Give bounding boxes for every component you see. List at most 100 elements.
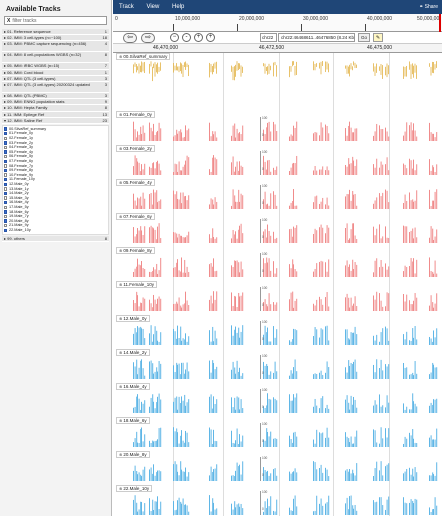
- track-category[interactable]: ▸ 07. IMM: QTL (3 cell-types) 3: [2, 75, 109, 82]
- checkbox-unchecked-icon[interactable]: [4, 155, 8, 159]
- track-label[interactable]: ⊗03.Female_2y: [116, 145, 155, 152]
- track-checkbox-item[interactable]: 15.Male_3y: [3, 196, 108, 201]
- close-track-icon[interactable]: ⊗: [119, 180, 123, 185]
- back-button[interactable]: ⇦: [123, 33, 137, 43]
- close-track-icon[interactable]: ⊗: [119, 54, 123, 59]
- checkbox-checked-icon[interactable]: [4, 168, 8, 173]
- reference-sequence-select[interactable]: chr22 ▾: [260, 33, 277, 48]
- track-category[interactable]: ▸ 02. IMM: 3 cell-types (n=~100) 18: [2, 35, 109, 42]
- close-track-icon[interactable]: ⊗: [119, 146, 123, 151]
- checkbox-checked-icon[interactable]: [4, 182, 8, 186]
- track-checkbox-item[interactable]: 12.Male_0y: [3, 182, 108, 187]
- checkbox-unchecked-icon[interactable]: [4, 173, 8, 177]
- track-male[interactable]: ⊗12.Male_0y 100 0: [113, 315, 442, 349]
- track-checkbox-item[interactable]: 18.Male_6y: [3, 210, 108, 215]
- close-track-icon[interactable]: ⊗: [119, 452, 123, 457]
- track-male[interactable]: ⊗22.Male_10y 100 0: [113, 485, 442, 516]
- current-region-marker[interactable]: [439, 14, 441, 32]
- track-checkbox-item[interactable]: 21.Male_9y: [3, 223, 108, 228]
- track-label[interactable]: ⊗05.Female_4y: [116, 179, 155, 186]
- checkbox-unchecked-icon[interactable]: [4, 145, 8, 150]
- track-category[interactable]: ▸ 08. IMM: QTL (PBMC) 3: [2, 92, 109, 100]
- track-checkbox-item[interactable]: 00.SilvaRef_summary: [3, 127, 108, 132]
- checkbox-checked-icon[interactable]: [4, 159, 8, 164]
- track-female[interactable]: ⊗11.Female_10y 100 0: [113, 281, 442, 315]
- menu-help[interactable]: Help: [172, 4, 185, 10]
- chromosome-overview[interactable]: 0 10,000,000 20,000,000 30,000,000 40,00…: [113, 14, 442, 32]
- share-button[interactable]: ⚭ Share: [419, 0, 438, 14]
- track-category[interactable]: ▸ 99. others 8: [2, 235, 109, 242]
- track-category[interactable]: ▸ 04. IMM: 8 cell-populations WGBS (n=32…: [2, 52, 109, 64]
- track-label[interactable]: ⊗18.Male_6y: [116, 417, 150, 424]
- checkbox-unchecked-icon[interactable]: [4, 164, 8, 168]
- highlight-button[interactable]: ✎: [373, 33, 383, 42]
- clear-filter-icon[interactable]: X: [7, 18, 11, 24]
- track-category[interactable]: ▸ 10. IMM: Hepta Family 8: [2, 105, 109, 112]
- coordinate-ruler[interactable]: 46,470,000 46,472,500 46,475,000: [113, 44, 442, 53]
- track-checkbox-item[interactable]: 02.Female_1y: [3, 136, 108, 141]
- checkbox-unchecked-icon[interactable]: [4, 223, 8, 228]
- checkbox-checked-icon[interactable]: [4, 200, 8, 205]
- close-track-icon[interactable]: ⊗: [119, 214, 123, 219]
- track-category[interactable]: ▸ 05. IMM: iRBC WGBS (n=15) 7: [2, 63, 109, 70]
- checkbox-unchecked-icon[interactable]: [4, 205, 8, 209]
- track-category[interactable]: ▸ 11. IMM: Epilege Ref 13: [2, 111, 109, 118]
- track-checkbox-item[interactable]: 05.Female_4y: [3, 150, 108, 155]
- close-track-icon[interactable]: ⊗: [119, 316, 123, 321]
- checkbox-unchecked-icon[interactable]: [4, 214, 8, 219]
- track-label[interactable]: ⊗11.Female_10y: [116, 281, 158, 288]
- track-label[interactable]: ⊗01.Female_0y: [116, 111, 155, 118]
- track-label[interactable]: ⊗00.SilvaRef_summary: [116, 53, 171, 60]
- track-checkbox-item[interactable]: 16.Male_4y: [3, 200, 108, 205]
- track-checkbox-item[interactable]: 07.Female_6y: [3, 159, 108, 164]
- close-track-icon[interactable]: ⊗: [119, 282, 123, 287]
- menu-track[interactable]: Track: [119, 4, 134, 10]
- track-label[interactable]: ⊗12.Male_0y: [116, 315, 150, 322]
- track-checkbox-item[interactable]: 20.Male_8y: [3, 219, 108, 224]
- checkbox-unchecked-icon[interactable]: [4, 187, 8, 191]
- close-track-icon[interactable]: ⊗: [119, 350, 123, 355]
- location-input[interactable]: chr22:46468611..46476850 (8.24 Kb): [278, 33, 355, 42]
- zoom-in-small-button[interactable]: +: [194, 33, 203, 42]
- track-male[interactable]: ⊗14.Male_2y 100 0: [113, 349, 442, 383]
- track-checkbox-item[interactable]: 09.Female_8y: [3, 168, 108, 173]
- track-male[interactable]: ⊗16.Male_4y 100 0: [113, 383, 442, 417]
- checkbox-checked-icon[interactable]: [4, 141, 8, 145]
- track-checkbox-item[interactable]: 03.Female_2y: [3, 141, 108, 146]
- zoom-out-button[interactable]: −: [170, 33, 179, 42]
- track-male[interactable]: ⊗20.Male_8y 100 0: [113, 451, 442, 485]
- checkbox-checked-icon[interactable]: [4, 150, 8, 154]
- go-button[interactable]: Go: [358, 33, 370, 42]
- close-track-icon[interactable]: ⊗: [119, 384, 123, 389]
- track-checkbox-item[interactable]: 17.Male_5y: [3, 205, 108, 210]
- checkbox-checked-icon[interactable]: [4, 132, 8, 136]
- checkbox-checked-icon[interactable]: [4, 178, 8, 182]
- track-area[interactable]: ⊗00.SilvaRef_summary ⊗01.Female_0y 100 0 ⊗03…: [113, 53, 442, 516]
- track-checkbox-item[interactable]: 06.Female_5y: [3, 154, 108, 159]
- track-checkbox-item[interactable]: 08.Female_7y: [3, 164, 108, 169]
- track-label[interactable]: ⊗22.Male_10y: [116, 485, 153, 492]
- track-checkbox-item[interactable]: 01.Female_0y: [3, 131, 108, 136]
- track-category[interactable]: ▸ 01. Reference sequence 1: [2, 29, 109, 36]
- track-label[interactable]: ⊗07.Female_6y: [116, 213, 155, 220]
- menu-view[interactable]: View: [146, 4, 160, 10]
- track-label[interactable]: ⊗16.Male_4y: [116, 383, 150, 390]
- forward-button[interactable]: ⇨: [141, 33, 155, 43]
- track-female[interactable]: ⊗01.Female_0y 100 0: [113, 111, 442, 145]
- close-track-icon[interactable]: ⊗: [119, 112, 123, 117]
- checkbox-checked-icon[interactable]: [4, 228, 8, 232]
- track-category[interactable]: ▸ 07. IMM: QTL (3 cell-types) 20200324 u…: [2, 81, 109, 93]
- checkbox-unchecked-icon[interactable]: [4, 136, 8, 141]
- track-category[interactable]: ▸ 09. IMM: ENNG population stats 9: [2, 99, 109, 106]
- track-male[interactable]: ⊗18.Male_6y 100 0: [113, 417, 442, 451]
- track-checkbox-item[interactable]: 11.Female_10y: [3, 177, 108, 182]
- track-label[interactable]: ⊗20.Male_8y: [116, 451, 150, 458]
- track-checkbox-item[interactable]: 19.Male_7y: [3, 214, 108, 219]
- track-checkbox-item[interactable]: 22.Male_10y: [3, 228, 108, 233]
- checkbox-checked-icon[interactable]: [4, 191, 8, 196]
- track-female[interactable]: ⊗05.Female_4y 100 0: [113, 179, 442, 213]
- track-checkbox-item[interactable]: 14.Male_2y: [3, 191, 108, 196]
- zoom-in-button[interactable]: +: [206, 33, 215, 42]
- track-label[interactable]: ⊗09.Female_8y: [116, 247, 155, 254]
- close-track-icon[interactable]: ⊗: [119, 248, 123, 253]
